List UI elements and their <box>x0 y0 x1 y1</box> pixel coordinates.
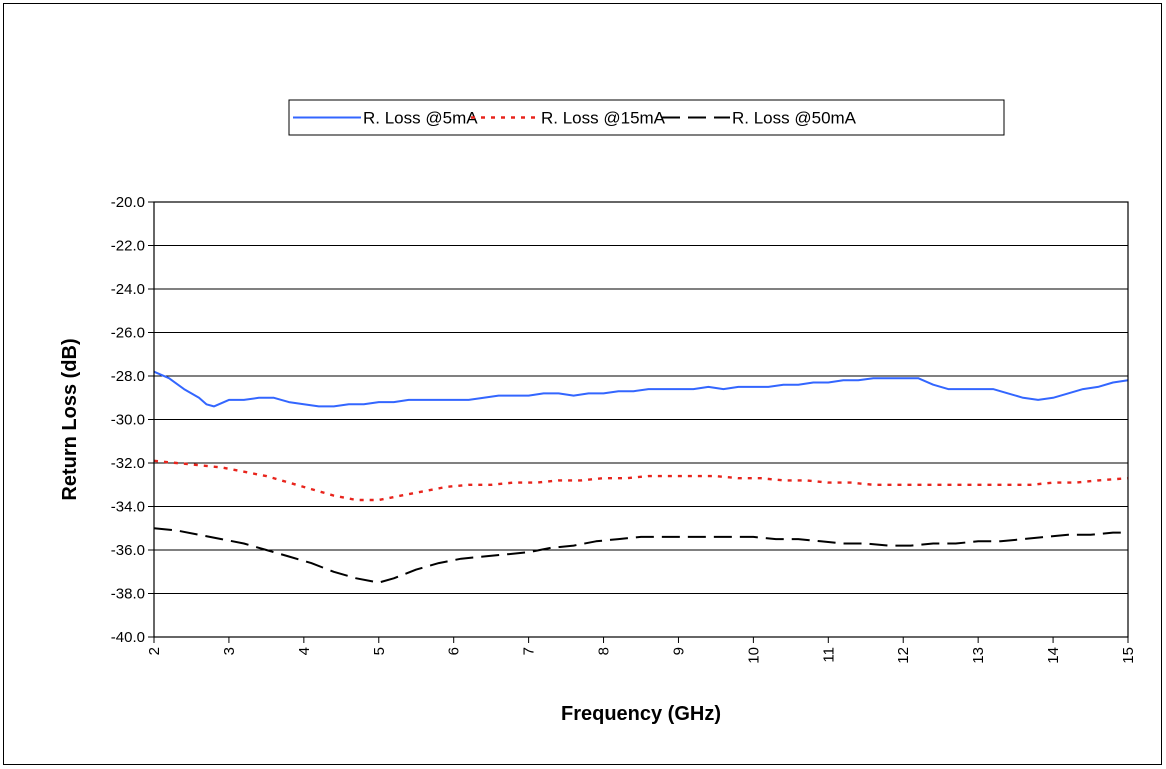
x-tick-label: 9 <box>670 647 687 655</box>
series-line-2 <box>153 459 1129 502</box>
x-tick-label: 5 <box>371 647 388 655</box>
legend-label-2: R. Loss @15mA <box>541 109 666 128</box>
series-line-1 <box>153 370 1129 408</box>
x-tick-label: 3 <box>221 647 238 655</box>
x-axis-title: Frequency (GHz) <box>561 703 721 725</box>
x-tick-label: 11 <box>820 647 837 663</box>
x-tick-label: 2 <box>146 647 163 655</box>
legend: R. Loss @5mA R. Loss @15mA R. Loss @50mA <box>288 99 1005 136</box>
x-tick-label: 12 <box>895 647 912 664</box>
x-tick-label: 8 <box>596 647 613 655</box>
y-tick-label: -22.0 <box>111 238 145 255</box>
legend-label-3: R. Loss @50mA <box>732 109 857 128</box>
x-tick-label: 10 <box>745 647 762 664</box>
y-axis-title: Return Loss (dB) <box>59 338 81 500</box>
y-tick-label: -30.0 <box>111 412 145 429</box>
gridlines <box>154 201 1128 638</box>
y-tick-labels: -20.0 -22.0 -24.0 -26.0 -28.0 -30.0 -32.0 -34.0… <box>111 194 154 646</box>
x-tick-label: 4 <box>296 647 313 655</box>
y-tick-label: -38.0 <box>111 586 145 603</box>
legend-label-1: R. Loss @5mA <box>363 109 478 128</box>
x-tick-label: 15 <box>1120 647 1137 664</box>
x-tick-label: 7 <box>521 647 538 655</box>
y-tick-label: -32.0 <box>111 455 145 472</box>
y-tick-label: -24.0 <box>111 281 145 298</box>
series-line-3 <box>153 527 1128 584</box>
y-tick-label: -20.0 <box>111 194 145 211</box>
y-tick-label: -36.0 <box>111 542 145 559</box>
y-tick-label: -26.0 <box>111 325 145 342</box>
y-tick-label: -28.0 <box>111 368 145 385</box>
series-lines <box>153 370 1129 584</box>
x-tick-label: 14 <box>1045 647 1062 664</box>
x-tick-labels: 2 3 4 5 6 7 8 9 10 11 12 13 14 15 <box>146 637 1137 664</box>
x-tick-label: 6 <box>446 647 463 655</box>
y-tick-label: -34.0 <box>111 499 145 516</box>
legend-box <box>288 99 1005 136</box>
y-tick-label: -40.0 <box>111 629 145 646</box>
x-tick-label: 13 <box>970 647 987 664</box>
